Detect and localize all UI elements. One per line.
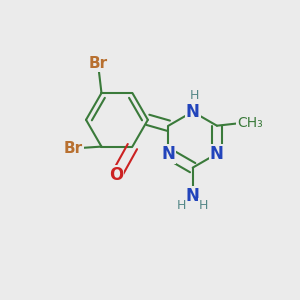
Text: H: H	[199, 199, 208, 212]
Text: H: H	[190, 89, 199, 102]
Text: CH₃: CH₃	[237, 116, 263, 130]
Text: N: N	[161, 145, 176, 163]
Text: O: O	[109, 166, 123, 184]
Text: Br: Br	[89, 56, 108, 71]
Text: N: N	[210, 145, 224, 163]
Text: N: N	[186, 103, 200, 121]
Text: Br: Br	[64, 141, 83, 156]
Text: H: H	[177, 199, 186, 212]
Text: N: N	[186, 187, 200, 205]
